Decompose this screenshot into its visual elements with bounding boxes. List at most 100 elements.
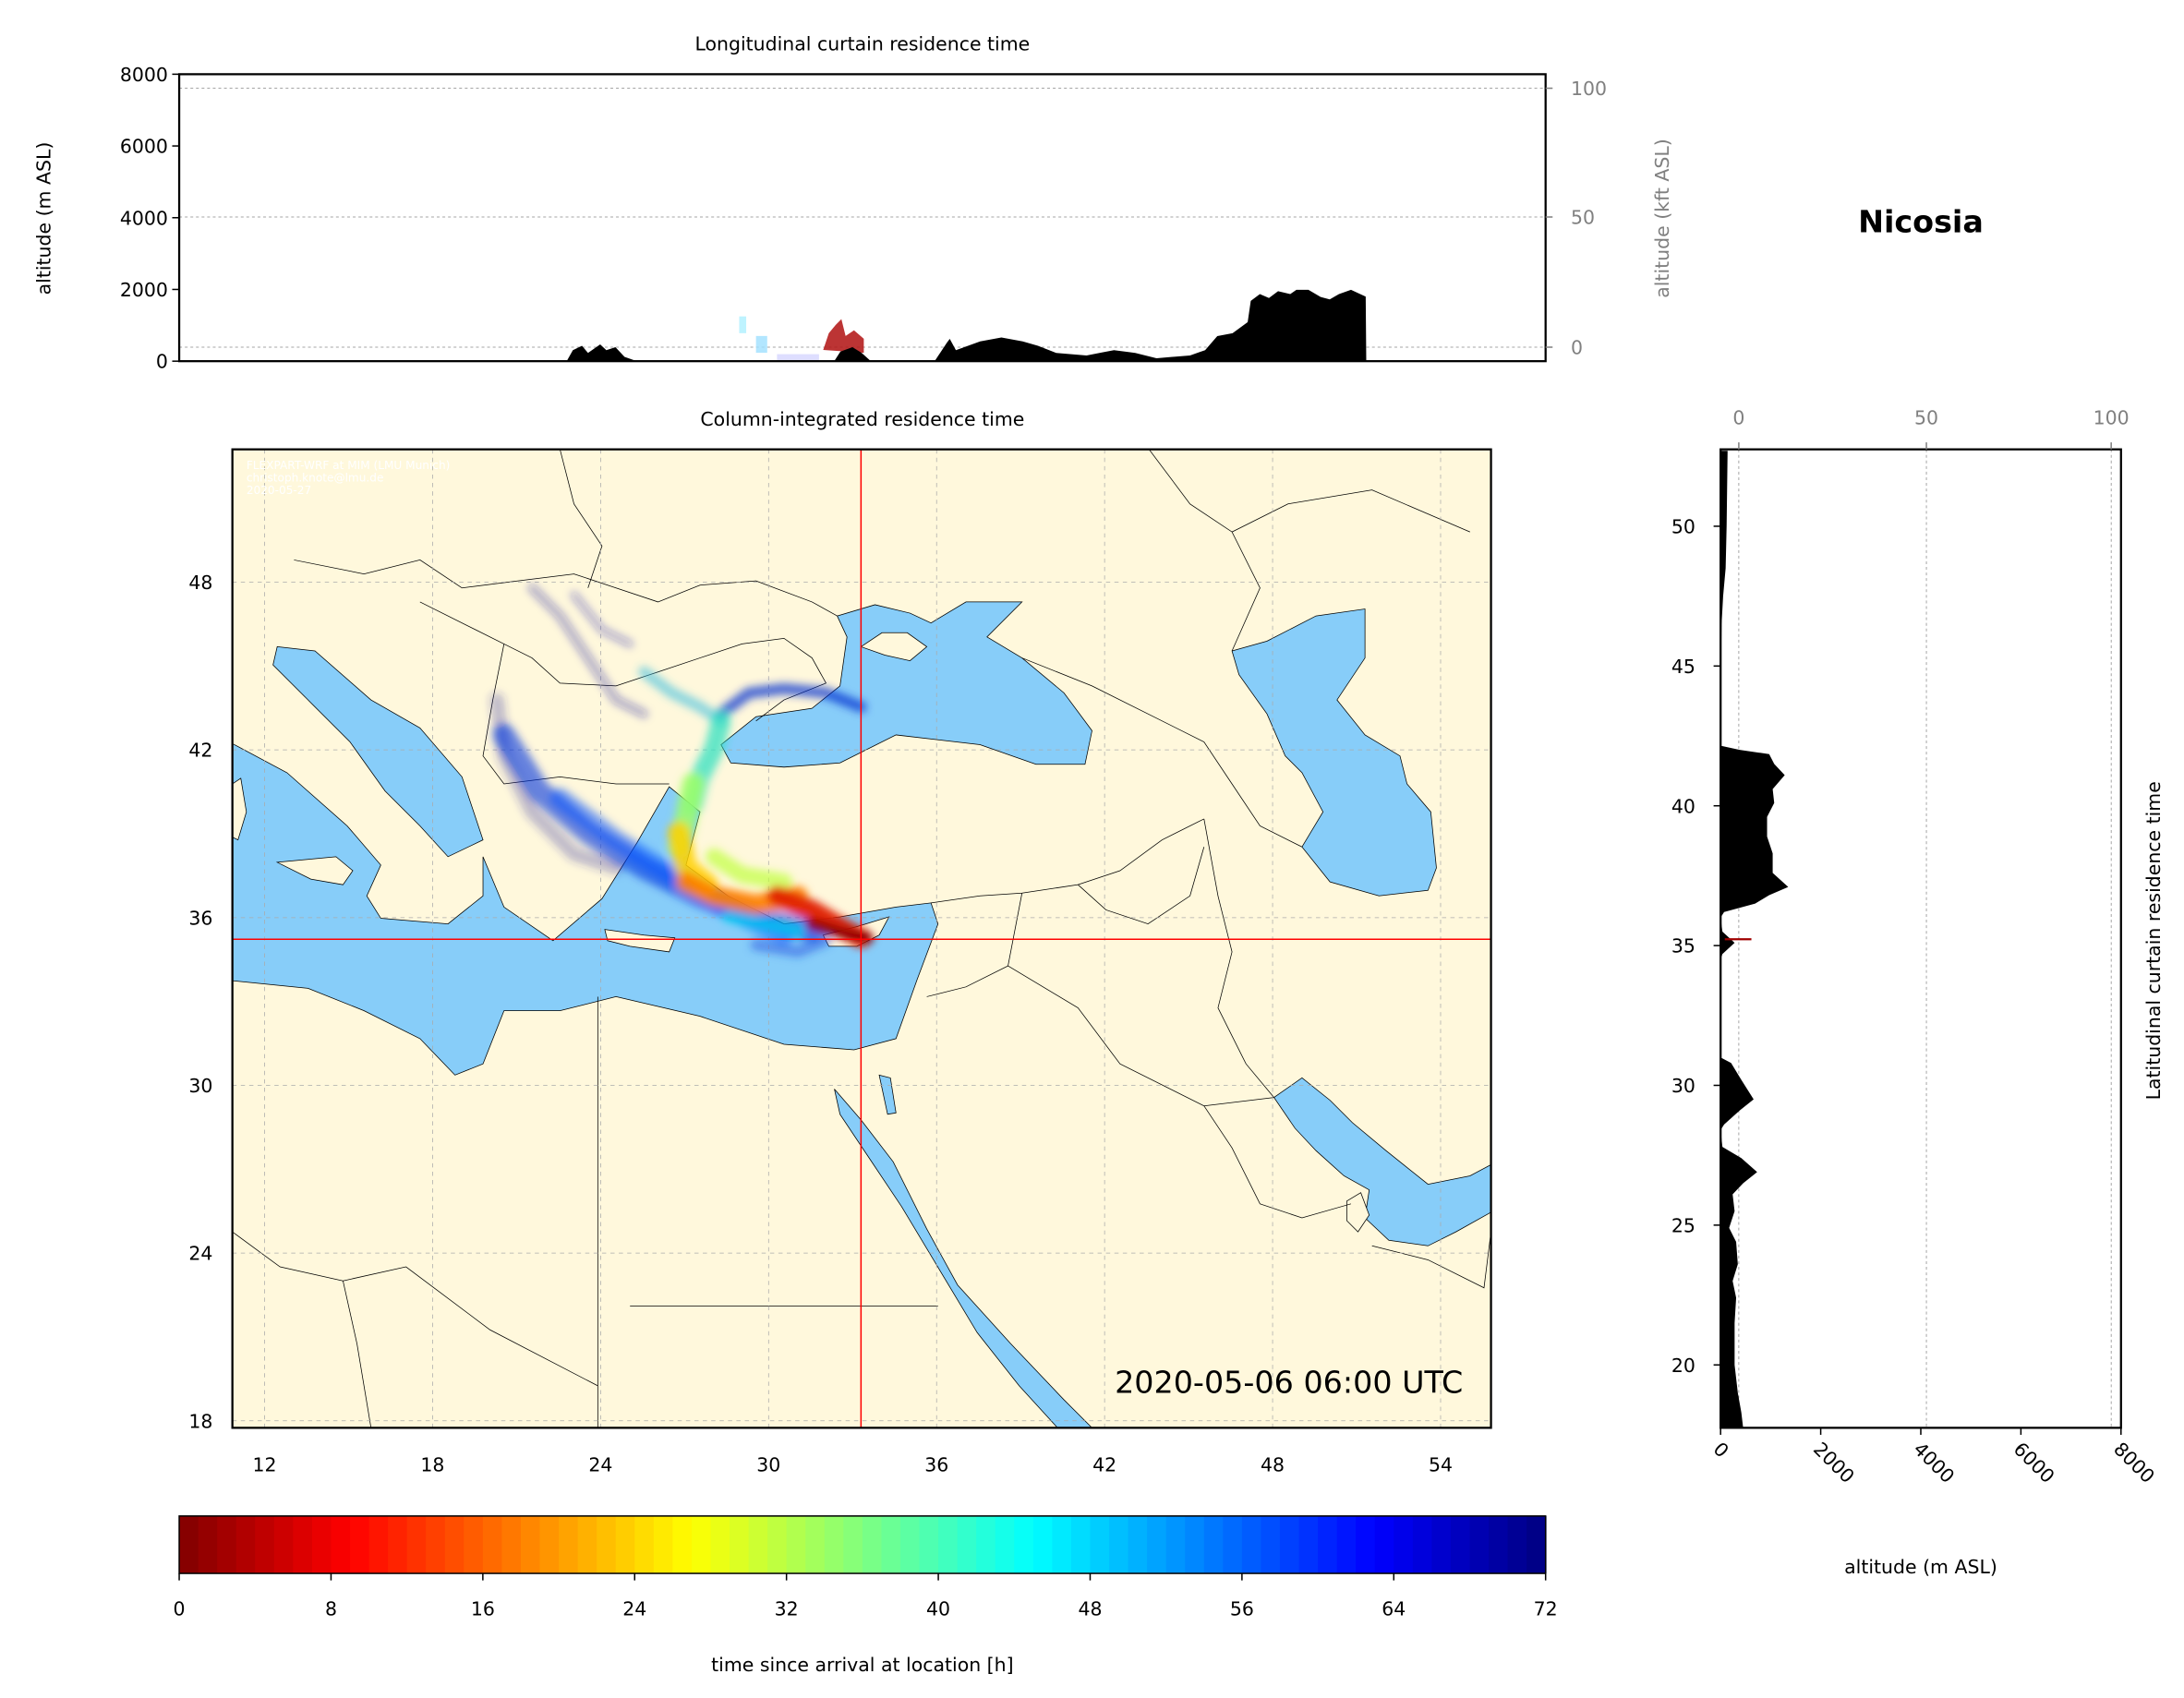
- country-borders: [232, 449, 1491, 1428]
- adriatic-sea: [272, 646, 484, 858]
- map-ytick-label: 24: [188, 1243, 212, 1265]
- map-xtick-label: 12: [253, 1453, 277, 1475]
- colorbar-band: [899, 1515, 921, 1574]
- colorbar-band: [843, 1515, 863, 1574]
- colorbar-tick-label: 16: [471, 1598, 495, 1620]
- curtain-ylabel: altitude (m ASL): [33, 142, 55, 295]
- colorbar-band: [786, 1515, 807, 1574]
- colorbar-band: [1489, 1515, 1509, 1574]
- curtain-ytick-right-label: 100: [1571, 78, 1607, 100]
- colorbar-band: [1223, 1515, 1243, 1574]
- curtain-ytick-label: 0: [156, 351, 168, 373]
- colorbar-band: [293, 1515, 313, 1574]
- colorbar-band: [730, 1515, 750, 1574]
- lat-xtick-label: 6000: [2009, 1438, 2059, 1487]
- map-xtick-label: 54: [1429, 1453, 1453, 1475]
- colorbar-tick-label: 72: [1534, 1598, 1558, 1620]
- colorbar-band: [482, 1515, 503, 1574]
- colorbar-band: [805, 1515, 826, 1574]
- colorbar-band: [198, 1515, 219, 1574]
- colorbar-band: [559, 1515, 579, 1574]
- colorbar-band: [634, 1515, 655, 1574]
- colorbar-band: [331, 1515, 351, 1574]
- latitudinal-terrain: [1720, 451, 1789, 1428]
- curtain-particles: [739, 316, 864, 362]
- colorbar-band: [1279, 1515, 1300, 1574]
- crimea: [860, 632, 928, 662]
- curtain-ytick-label: 4000: [120, 207, 168, 229]
- map-xtick-label: 36: [924, 1453, 948, 1475]
- colorbar-band: [406, 1515, 428, 1574]
- lat-xtick-label: 4000: [1909, 1438, 1959, 1487]
- persian-gulf: [1273, 1077, 1491, 1246]
- lat-xtick-top-label: 100: [2094, 406, 2130, 428]
- colorbar-band: [1412, 1515, 1433, 1574]
- colorbar-band: [862, 1515, 883, 1574]
- colorbar: 0 8 16 24 32 40 48 56 64 72 time since arrival at…: [174, 1515, 1558, 1676]
- map-title: Column-integrated residence time: [700, 408, 1024, 430]
- colorbar-band: [710, 1515, 730, 1574]
- colorbar-band: [217, 1515, 237, 1574]
- curtain-ytick-right-label: 50: [1571, 207, 1595, 229]
- watermark-line-2: christoph.knote@lmu.de: [247, 472, 384, 485]
- lat-ytick-label: 35: [1671, 935, 1695, 957]
- map-xtick-label: 42: [1092, 1453, 1116, 1475]
- curtain-terrain: [566, 289, 1367, 362]
- crete: [604, 929, 676, 953]
- colorbar-band: [1298, 1515, 1320, 1574]
- watermark-line-1: FLEXPART-WRF at MIM (LMU Munich): [247, 459, 451, 472]
- sicily: [275, 856, 354, 885]
- colorbar-band: [976, 1515, 996, 1574]
- colorbar-band: [1165, 1515, 1187, 1574]
- colorbar-band: [672, 1515, 693, 1574]
- colorbar-tick-label: 24: [622, 1598, 646, 1620]
- colorbar-tick-label: 8: [325, 1598, 337, 1620]
- colorbar-band: [748, 1515, 769, 1574]
- lat-ytick-label: 50: [1671, 516, 1695, 538]
- colorbar-label: time since arrival at location [h]: [711, 1654, 1013, 1676]
- lat-ytick-label: 25: [1671, 1214, 1695, 1236]
- colorbar-band: [577, 1515, 598, 1574]
- curtain-title: Longitudinal curtain residence time: [694, 33, 1030, 55]
- red-sea: [834, 1089, 1093, 1428]
- colorbar-band: [1356, 1515, 1376, 1574]
- timestamp-label: 2020-05-06 06:00 UTC: [1115, 1364, 1463, 1400]
- colorbar-band: [1052, 1515, 1072, 1574]
- lat-ylabel: Latitudinal curtain residence time: [2142, 781, 2165, 1100]
- colorbar-band: [1128, 1515, 1149, 1574]
- colorbar-band: [653, 1515, 674, 1574]
- colorbar-band: [881, 1515, 901, 1574]
- caspian-sea: [1231, 608, 1437, 897]
- map-xtick-label: 30: [756, 1453, 780, 1475]
- column-integrated-panel: Column-integrated residence time: [188, 408, 1492, 1475]
- lat-xtick-label: 8000: [2109, 1438, 2159, 1487]
- colorbar-band: [767, 1515, 788, 1574]
- colorbar-band: [1469, 1515, 1490, 1574]
- map-xtick-label: 24: [588, 1453, 612, 1475]
- colorbar-band: [597, 1515, 617, 1574]
- curtain-ytick-label: 8000: [120, 64, 168, 86]
- black-sea: [720, 601, 1092, 768]
- longitudinal-curtain-panel: Longitudinal curtain residence time 0 200…: [33, 33, 1674, 373]
- colorbar-band: [957, 1515, 978, 1574]
- colorbar-band: [691, 1515, 712, 1574]
- colorbar-band: [1090, 1515, 1110, 1574]
- colorbar-band: [1241, 1515, 1262, 1574]
- map-area[interactable]: FLEXPART-WRF at MIM (LMU Munich) christo…: [224, 448, 1491, 1435]
- colorbar-band: [426, 1515, 446, 1574]
- lat-ytick-label: 45: [1671, 656, 1695, 678]
- curtain-ytick-right-label: 0: [1571, 337, 1583, 359]
- gulf-of-aqaba: [878, 1074, 897, 1115]
- colorbar-band: [368, 1515, 390, 1574]
- residence-time-plume: [489, 584, 874, 957]
- colorbar-band: [938, 1515, 959, 1574]
- colorbar-tick-label: 48: [1078, 1598, 1102, 1620]
- colorbar-tick-label: 32: [775, 1598, 799, 1620]
- colorbar-band: [1032, 1515, 1054, 1574]
- colorbar-tick-label: 0: [174, 1598, 186, 1620]
- colorbar-band: [1431, 1515, 1452, 1574]
- colorbar-band: [444, 1515, 465, 1574]
- colorbar-band: [1450, 1515, 1471, 1574]
- colorbar-band: [1147, 1515, 1167, 1574]
